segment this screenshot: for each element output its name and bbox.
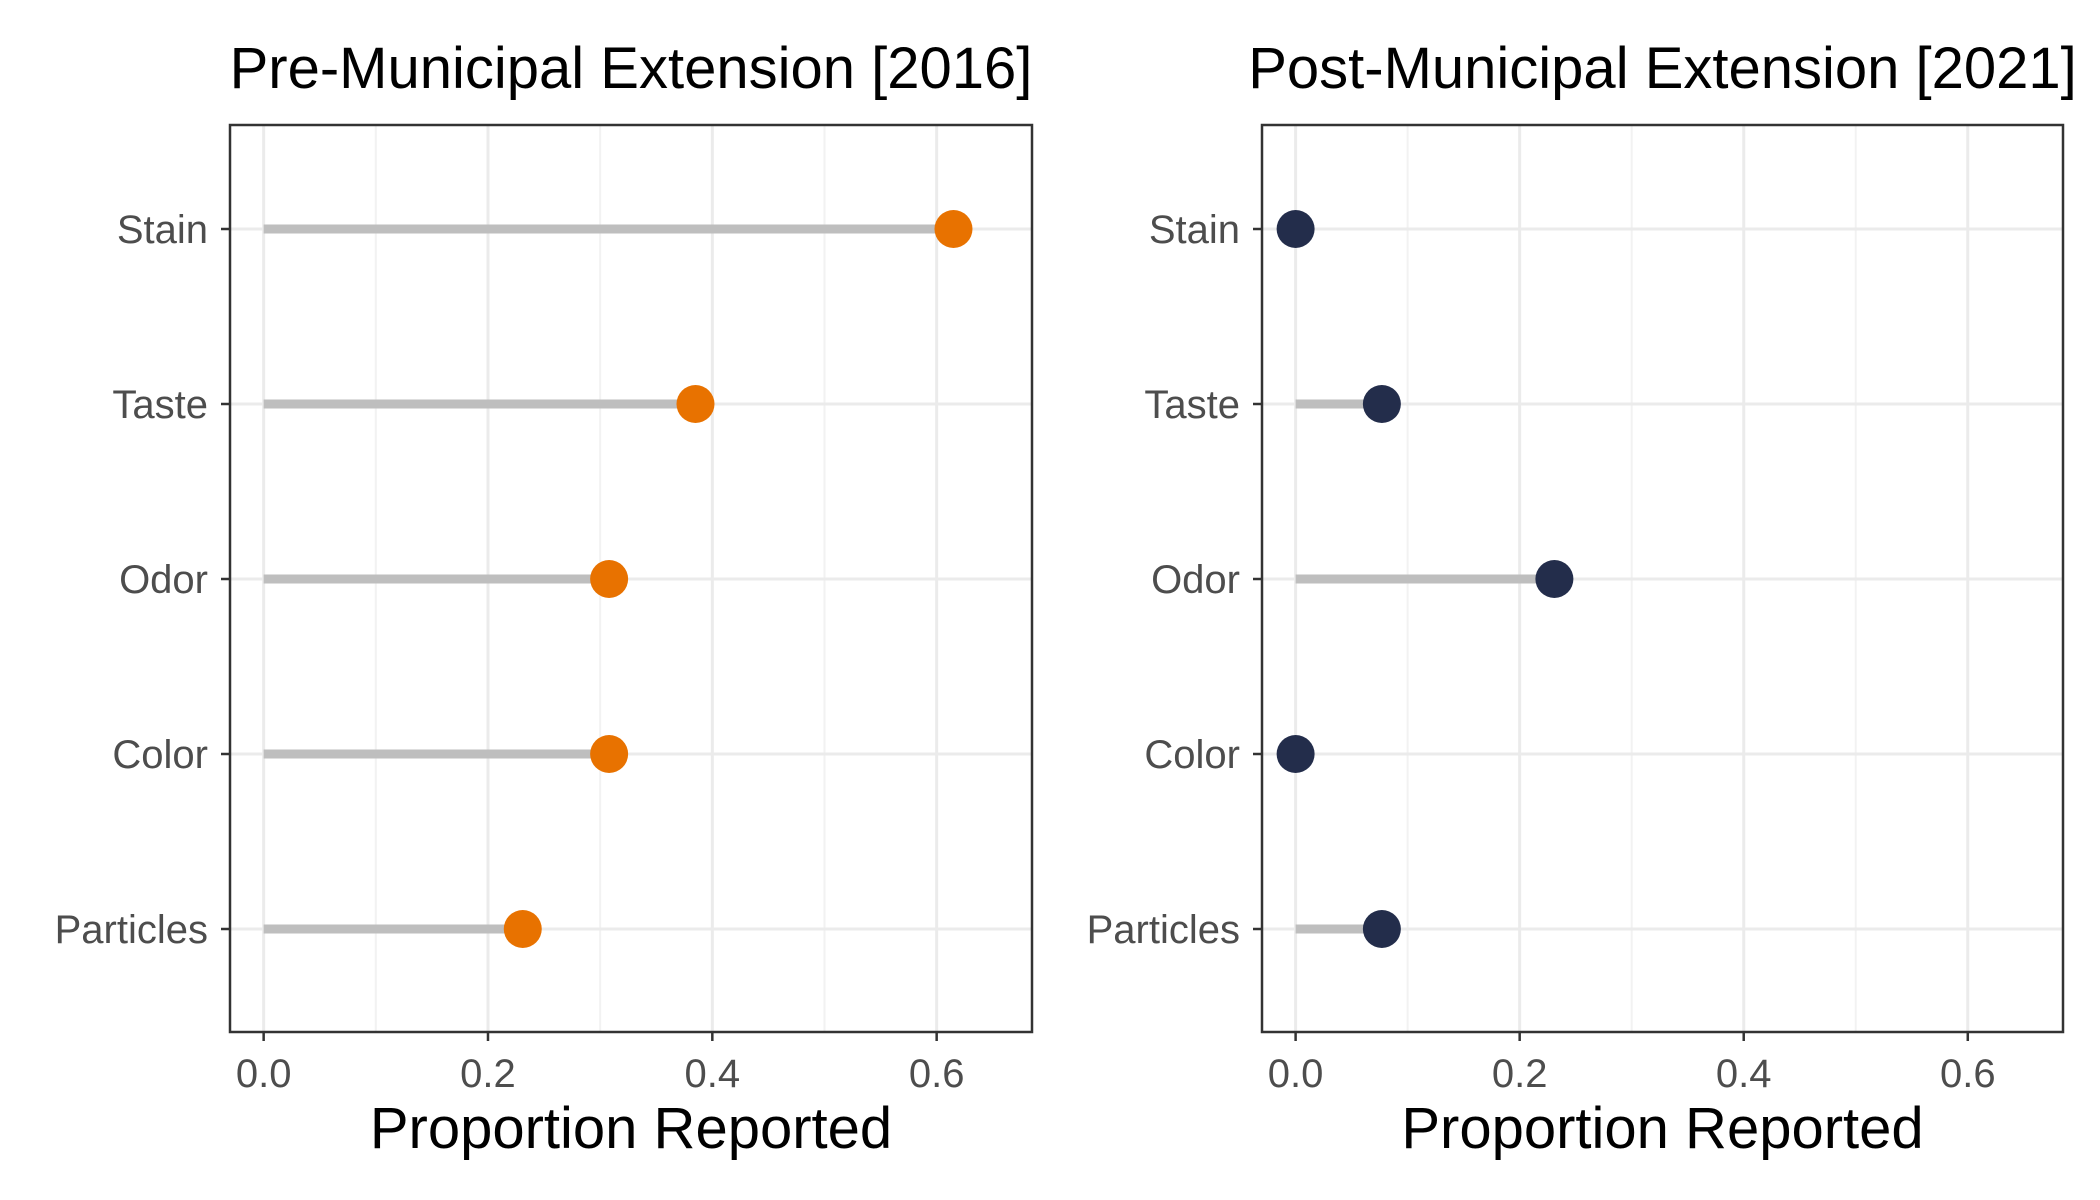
pre-panel-title: Pre-Municipal Extension [2016] [230,36,1033,101]
pre-x-tick-label: 0.6 [909,1052,965,1096]
post-x-tick-label: 0.4 [1716,1052,1772,1096]
post-y-tick-label-taste: Taste [1144,383,1240,427]
post-y-tick-label-particles: Particles [1087,908,1240,952]
pre-y-tick-label-stain: Stain [117,208,208,252]
post-y-tick-label-odor: Odor [1151,558,1240,602]
post-point-taste [1362,385,1401,423]
pre-y-tick-label-color: Color [112,733,208,777]
pre-x-tick-label: 0.2 [460,1052,516,1096]
post-x-tick-label: 0.2 [1492,1052,1548,1096]
post-panel: Stain Taste Odor Color Particles 0.0 0.2 0.4 0.6… [1087,36,2077,1161]
post-y-tick-label-color: Color [1144,733,1240,777]
post-panel-title: Post-Municipal Extension [2021] [1248,36,2077,101]
post-point-color [1276,735,1315,773]
pre-point-taste [676,385,715,423]
pre-x-axis-title: Proportion Reported [370,1096,892,1161]
pre-panel: Stain Taste Odor Color Particles 0.0 0.2 0.4 0.6… [55,36,1034,1161]
pre-x-tick-label: 0.0 [236,1052,292,1096]
post-x-tick-label: 0.0 [1268,1052,1324,1096]
post-x-axis-title: Proportion Reported [1401,1096,1923,1161]
pre-x-tick-label: 0.4 [685,1052,741,1096]
pre-y-tick-label-odor: Odor [119,558,208,602]
post-point-odor [1535,560,1574,598]
post-x-tick-label: 0.6 [1940,1052,1996,1096]
post-point-particles [1362,910,1401,948]
post-y-tick-label-stain: Stain [1149,208,1240,252]
pre-y-tick-label-particles: Particles [55,908,208,952]
pre-point-odor [590,560,629,598]
post-point-stain [1276,210,1315,248]
pre-point-color [590,735,629,773]
pre-y-tick-label-taste: Taste [112,383,208,427]
pre-point-particles [503,910,542,948]
pre-point-stain [934,210,973,248]
